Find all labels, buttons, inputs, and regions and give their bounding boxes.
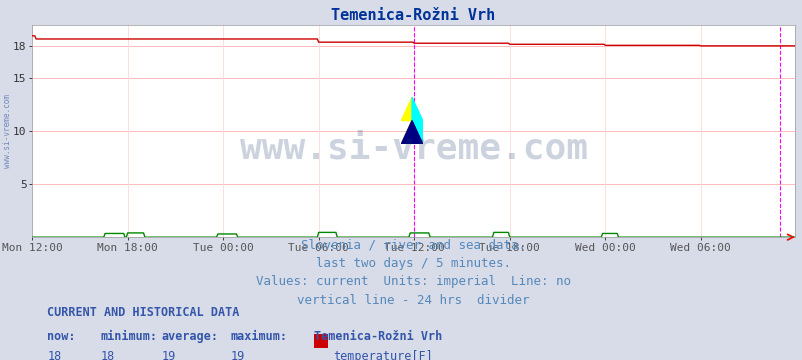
Text: www.si-vreme.com: www.si-vreme.com [3, 94, 12, 168]
Text: 19: 19 [230, 350, 245, 360]
Text: Slovenia / river and sea data.
last two days / 5 minutes.
Values: current  Units: Slovenia / river and sea data. last two … [256, 238, 570, 307]
Text: minimum:: minimum: [101, 330, 157, 343]
Text: 19: 19 [162, 350, 176, 360]
Text: 18: 18 [101, 350, 115, 360]
Title: Temenica-Rožni Vrh: Temenica-Rožni Vrh [331, 8, 495, 23]
Text: maximum:: maximum: [230, 330, 287, 343]
Text: average:: average: [162, 330, 218, 343]
Text: CURRENT AND HISTORICAL DATA: CURRENT AND HISTORICAL DATA [47, 306, 240, 319]
Text: Temenica-Rožni Vrh: Temenica-Rožni Vrh [314, 330, 442, 343]
Text: temperature[F]: temperature[F] [333, 350, 432, 360]
Text: www.si-vreme.com: www.si-vreme.com [239, 131, 587, 165]
Text: now:: now: [47, 330, 75, 343]
Bar [314, 334, 328, 348]
Text: 18: 18 [47, 350, 62, 360]
